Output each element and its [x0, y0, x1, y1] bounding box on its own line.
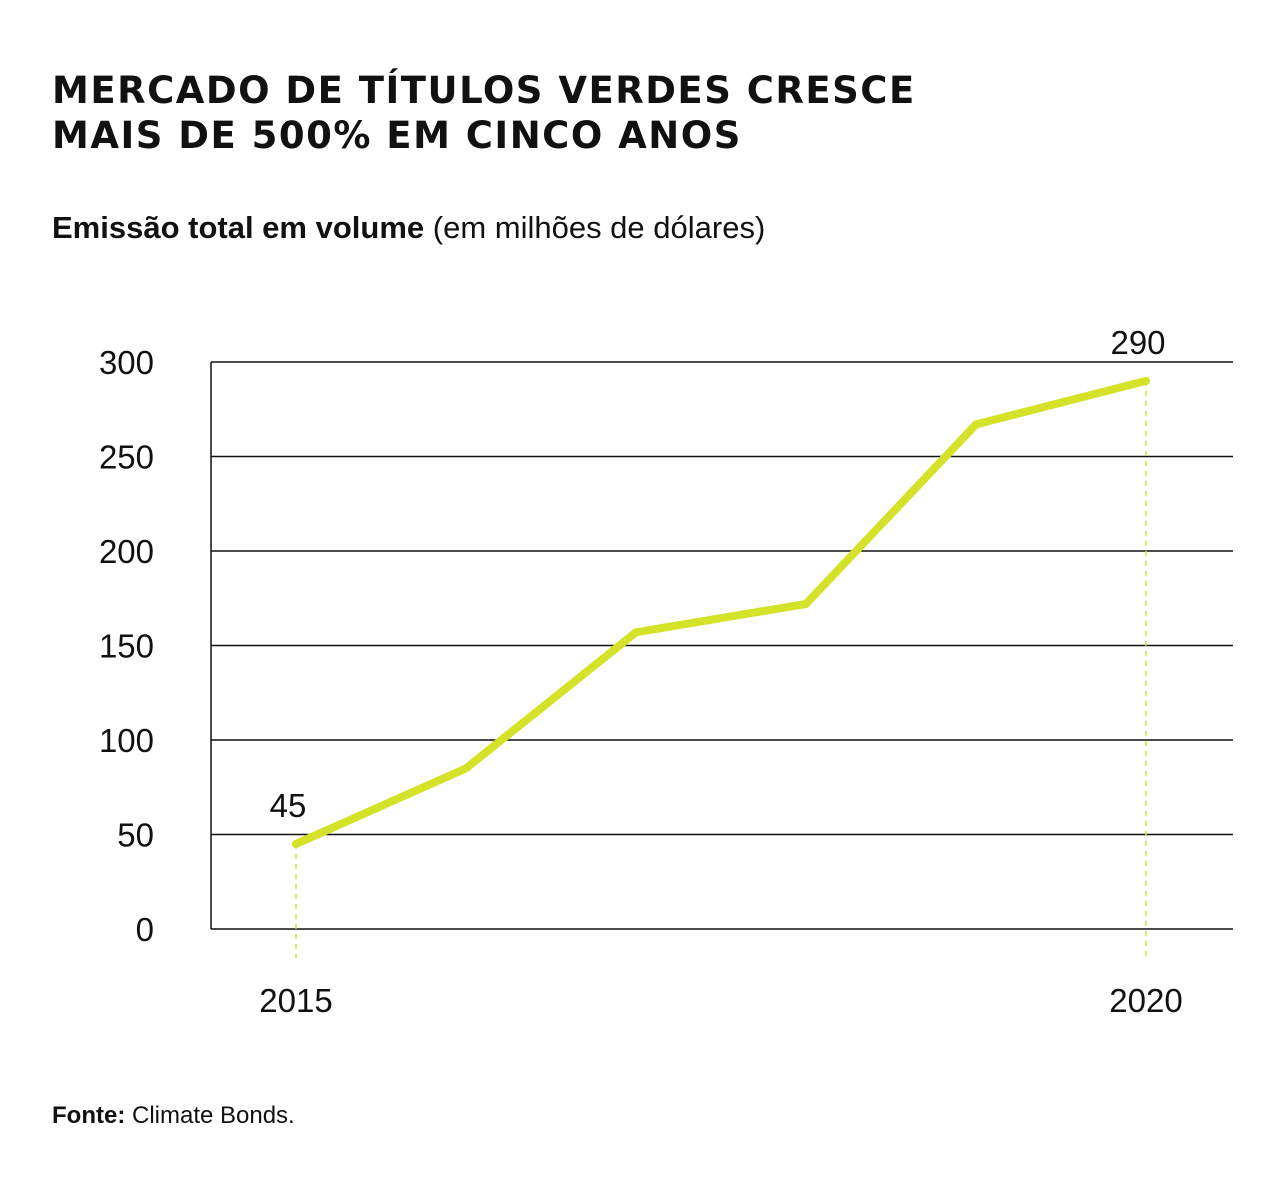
- subtitle-main: Emissão total em volume: [52, 210, 425, 245]
- x-tick-label: 2015: [259, 982, 332, 1019]
- subtitle-unit: (em milhões de dólares): [432, 210, 766, 245]
- series-line: [292, 376, 1150, 848]
- chart-subtitle: Emissão total em volume (em milhões de d…: [52, 208, 765, 248]
- chart-title-line-1: MERCADO DE TÍTULOS VERDES CRESCE: [52, 69, 916, 112]
- y-tick-label: 0: [136, 911, 154, 948]
- data-point: [632, 628, 640, 637]
- data-point: [462, 764, 470, 773]
- y-tick-label: 200: [99, 533, 154, 570]
- data-label: 45: [270, 787, 307, 824]
- source-note: Fonte: Climate Bonds.: [52, 1101, 295, 1131]
- data-point: [972, 420, 980, 429]
- y-tick-label: 50: [117, 817, 154, 854]
- line-chart: 0 50 100 150 200 250 300 2015 2020 45 290: [99, 324, 1233, 1019]
- data-point: [802, 599, 810, 608]
- data-point: [1142, 376, 1150, 385]
- source-label: Fonte:: [52, 1102, 126, 1129]
- y-tick-label: 300: [99, 344, 154, 381]
- y-tick-label: 150: [99, 628, 154, 665]
- data-point: [292, 839, 300, 848]
- data-label: 290: [1110, 324, 1165, 361]
- y-tick-label: 250: [99, 439, 154, 476]
- source-text: Climate Bonds.: [131, 1102, 295, 1129]
- chart-title-line-2: MAIS DE 500% EM CINCO ANOS: [52, 114, 742, 157]
- x-tick-label: 2020: [1109, 982, 1182, 1019]
- chart-title: MERCADO DE TÍTULOS VERDES CRESCE MAIS DE…: [52, 68, 1052, 158]
- y-tick-label: 100: [99, 722, 154, 759]
